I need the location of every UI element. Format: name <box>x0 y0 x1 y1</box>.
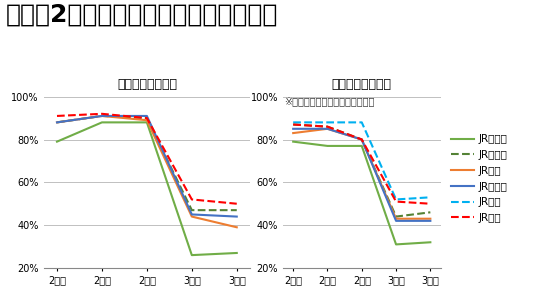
Text: ※主要線区の特急等のご利用実績: ※主要線区の特急等のご利用実績 <box>285 96 375 106</box>
Title: 在来線　対前年比: 在来線 対前年比 <box>332 78 392 91</box>
Legend: JR北海道, JR東日本, JR東海, JR西日本, JR四国, JR九州: JR北海道, JR東日本, JR東海, JR西日本, JR四国, JR九州 <box>452 134 507 223</box>
Title: 新幹線　対前年比: 新幹線 対前年比 <box>117 78 177 91</box>
Text: 現状：2月下旬から輸送量が大きく減少: 現状：2月下旬から輸送量が大きく減少 <box>5 3 278 27</box>
